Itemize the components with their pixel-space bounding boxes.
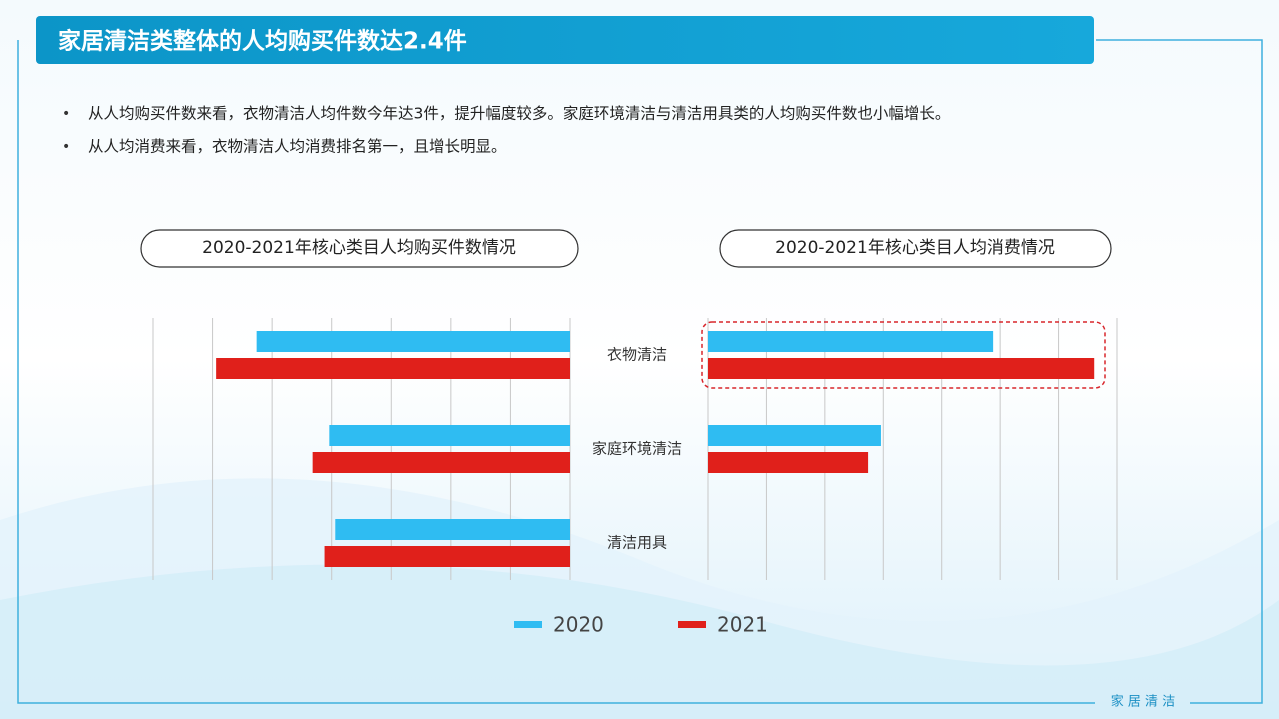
bar — [329, 425, 570, 446]
bar — [708, 358, 1095, 379]
footer: 家 居 清 洁 — [1111, 694, 1175, 710]
chart-title: 2020-2021年核心类目人均购买件数情况 — [202, 238, 516, 258]
bar — [312, 452, 570, 473]
bar — [216, 358, 570, 379]
bar — [708, 331, 994, 352]
bullet: 从人均购买件数来看，衣物清洁人均件数今年达3件，提升幅度较多。家庭环境清洁与清洁… — [88, 104, 950, 123]
bullet-dot: • — [62, 106, 70, 122]
wave — [0, 564, 1279, 719]
bar — [324, 546, 570, 567]
bullet: 从人均消费来看，衣物清洁人均消费排名第一，且增长明显。 — [88, 138, 507, 156]
bar — [256, 331, 570, 352]
bullet-dot: • — [62, 139, 70, 155]
legend-swatch — [514, 621, 542, 628]
legend-swatch — [678, 621, 706, 628]
bar — [708, 452, 869, 473]
bar — [708, 425, 881, 446]
highlight-box — [701, 321, 1106, 389]
bar — [335, 519, 570, 540]
chart-title: 2020-2021年核心类目人均消费情况 — [775, 238, 1055, 258]
chart-title-box — [140, 229, 579, 268]
frame — [17, 39, 1263, 704]
category-label: 家庭环境清洁 — [592, 440, 682, 458]
chart-title-box — [719, 229, 1112, 268]
title: 家居清洁类整体的人均购买件数达2.4件 — [58, 28, 467, 55]
category-label: 衣物清洁 — [607, 346, 667, 364]
category-label: 清洁用具 — [607, 534, 667, 552]
title-bar — [36, 16, 1094, 64]
legend-label: 2020 — [553, 613, 604, 637]
legend-label: 2021 — [717, 613, 768, 637]
